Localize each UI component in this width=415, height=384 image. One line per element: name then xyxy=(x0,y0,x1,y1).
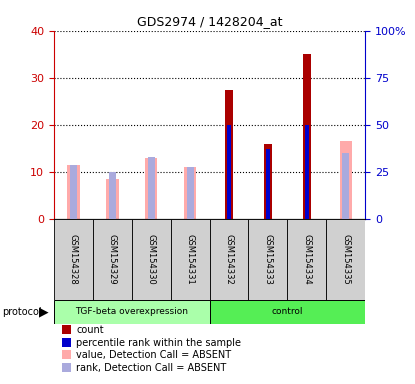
Text: GSM154335: GSM154335 xyxy=(341,234,350,285)
Text: control: control xyxy=(272,308,303,316)
Bar xyxy=(148,157,155,219)
Text: GSM154331: GSM154331 xyxy=(186,234,195,285)
Bar xyxy=(326,219,365,300)
Bar xyxy=(225,89,233,219)
Bar xyxy=(264,144,272,219)
Title: GDS2974 / 1428204_at: GDS2974 / 1428204_at xyxy=(137,15,282,28)
Bar xyxy=(145,158,157,219)
Bar xyxy=(93,219,132,300)
Bar xyxy=(184,167,196,219)
Bar xyxy=(249,219,287,300)
Text: GSM154328: GSM154328 xyxy=(69,234,78,285)
Bar xyxy=(187,167,194,219)
Bar xyxy=(109,172,116,219)
Bar xyxy=(132,219,171,300)
Text: GSM154332: GSM154332 xyxy=(225,234,234,285)
Text: percentile rank within the sample: percentile rank within the sample xyxy=(76,338,242,348)
Text: GSM154333: GSM154333 xyxy=(264,234,272,285)
Text: rank, Detection Call = ABSENT: rank, Detection Call = ABSENT xyxy=(76,363,227,373)
Bar xyxy=(171,219,210,300)
Text: value, Detection Call = ABSENT: value, Detection Call = ABSENT xyxy=(76,350,232,360)
Bar xyxy=(227,125,231,219)
Bar xyxy=(287,219,326,300)
Bar xyxy=(342,153,349,219)
Bar xyxy=(210,219,249,300)
Text: GSM154329: GSM154329 xyxy=(108,234,117,285)
Bar xyxy=(303,54,311,219)
Bar xyxy=(106,179,119,219)
Text: GSM154334: GSM154334 xyxy=(303,234,311,285)
Bar xyxy=(339,141,352,219)
Text: GSM154330: GSM154330 xyxy=(147,234,156,285)
Bar xyxy=(266,149,270,219)
Text: ▶: ▶ xyxy=(39,306,48,318)
Text: protocol: protocol xyxy=(2,307,42,317)
Text: TGF-beta overexpression: TGF-beta overexpression xyxy=(75,308,188,316)
Bar xyxy=(70,165,77,219)
Text: count: count xyxy=(76,325,104,335)
Bar xyxy=(210,300,365,324)
Bar xyxy=(67,165,80,219)
Bar xyxy=(54,300,210,324)
Bar xyxy=(54,219,93,300)
Bar xyxy=(305,125,309,219)
